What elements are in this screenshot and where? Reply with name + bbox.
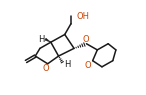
Polygon shape xyxy=(45,38,51,42)
Text: O: O xyxy=(82,35,89,44)
Text: OH: OH xyxy=(76,11,89,21)
Text: H: H xyxy=(64,60,70,69)
Text: O: O xyxy=(43,64,49,73)
Text: H: H xyxy=(38,35,45,44)
Text: O: O xyxy=(85,61,91,70)
